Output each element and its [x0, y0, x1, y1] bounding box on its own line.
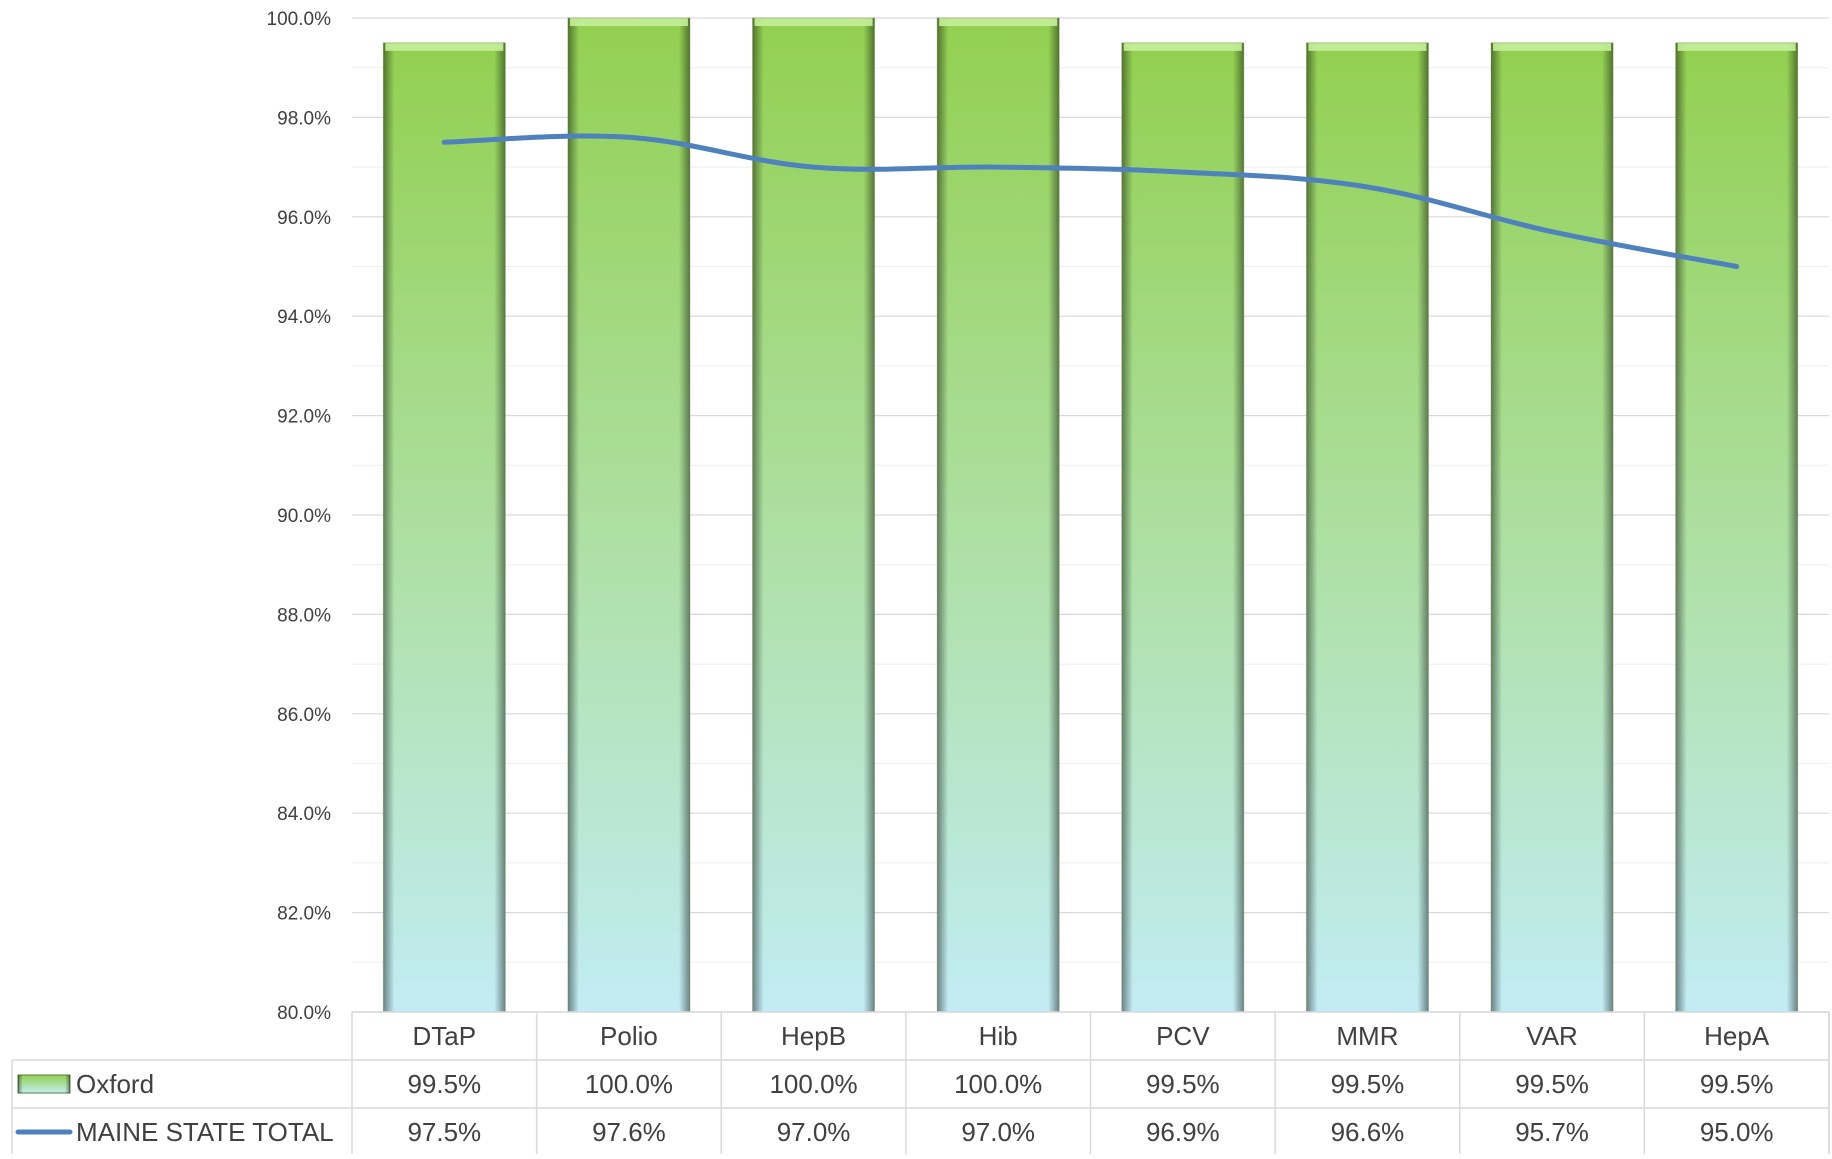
legend-swatch-shade — [18, 1075, 70, 1093]
bar-shade — [1122, 43, 1244, 1012]
series-name-label: MAINE STATE TOTAL — [76, 1117, 334, 1147]
data-label: 99.5% — [1331, 1069, 1405, 1099]
bar-group — [568, 18, 690, 1012]
bar-shade — [1676, 43, 1798, 1012]
x-category-label: DTaP — [413, 1021, 477, 1051]
y-tick-label: 90.0% — [277, 506, 331, 527]
bar-shade — [568, 18, 690, 1012]
x-category-label: PCV — [1156, 1021, 1210, 1051]
x-category-label: Hib — [979, 1021, 1018, 1051]
bar-group — [1491, 43, 1613, 1012]
bar-top-bevel — [1124, 43, 1242, 51]
data-label: 100.0% — [769, 1069, 857, 1099]
data-label: 95.7% — [1515, 1117, 1589, 1147]
y-tick-label: 88.0% — [277, 605, 331, 626]
legend-key-oxford — [18, 1075, 70, 1093]
y-axis-tick-labels: 80.0% 82.0% 84.0% 86.0% 88.0% 90.0% 92.0% 94.0%… — [267, 9, 332, 1024]
bar-group — [1676, 43, 1798, 1012]
data-label: 99.5% — [1515, 1069, 1589, 1099]
data-label: 100.0% — [585, 1069, 673, 1099]
y-tick-label: 92.0% — [277, 407, 331, 428]
y-tick-label: 82.0% — [277, 904, 331, 925]
x-category-label: VAR — [1526, 1021, 1578, 1051]
bar-top-bevel — [1493, 43, 1611, 51]
series-name-label: Oxford — [76, 1069, 154, 1099]
data-table: DTaP Polio HepB Hib PCV MMR VAR HepA Oxford MAINE… — [12, 1012, 1829, 1154]
bar-top-bevel — [1308, 43, 1426, 51]
y-tick-label: 98.0% — [277, 108, 331, 129]
y-tick-label: 96.0% — [277, 208, 331, 229]
bar-top-bevel — [1678, 43, 1796, 51]
y-tick-label: 80.0% — [277, 1003, 331, 1024]
bar-shade — [383, 43, 505, 1012]
bar-top-bevel — [939, 18, 1057, 26]
data-label: 97.5% — [407, 1117, 481, 1147]
data-label: 99.5% — [1700, 1069, 1774, 1099]
bar-group — [383, 43, 505, 1012]
bar-shade — [1491, 43, 1613, 1012]
data-label: 96.9% — [1146, 1117, 1220, 1147]
data-label: 97.0% — [961, 1117, 1035, 1147]
bar-group — [1122, 43, 1244, 1012]
x-category-label: HepB — [781, 1021, 846, 1051]
y-tick-label: 94.0% — [277, 307, 331, 328]
data-label: 99.5% — [1146, 1069, 1220, 1099]
bar-top-bevel — [570, 18, 688, 26]
data-label: 99.5% — [407, 1069, 481, 1099]
data-label: 100.0% — [954, 1069, 1042, 1099]
x-category-label: MMR — [1336, 1021, 1398, 1051]
data-label: 95.0% — [1700, 1117, 1774, 1147]
y-tick-label: 84.0% — [277, 804, 331, 825]
y-tick-label: 100.0% — [267, 9, 332, 30]
x-category-label: Polio — [600, 1021, 658, 1051]
bar-top-bevel — [755, 18, 873, 26]
data-label: 96.6% — [1331, 1117, 1405, 1147]
data-label: 97.0% — [777, 1117, 851, 1147]
y-tick-label: 86.0% — [277, 705, 331, 726]
x-category-label: HepA — [1704, 1021, 1770, 1051]
bar-top-bevel — [385, 43, 503, 51]
data-label: 97.6% — [592, 1117, 666, 1147]
